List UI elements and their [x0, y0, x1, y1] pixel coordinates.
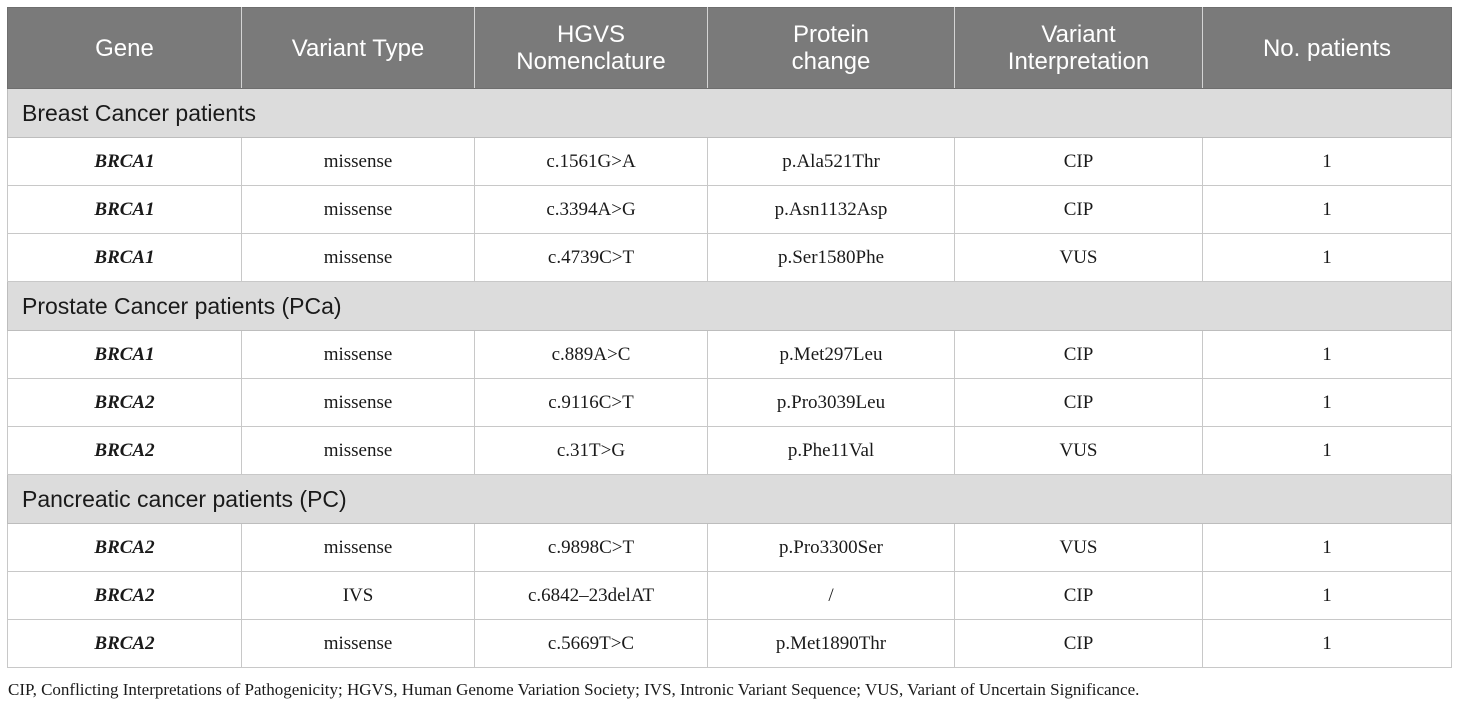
table-row: BRCA2 missense c.31T>G p.Phe11Val VUS 1: [7, 426, 1452, 475]
table-row: BRCA1 missense c.1561G>A p.Ala521Thr CIP…: [7, 137, 1452, 186]
cell-protein-change: p.Asn1132Asp: [707, 185, 955, 234]
cell-protein-change: p.Pro3300Ser: [707, 523, 955, 572]
cell-interpretation: CIP: [954, 571, 1203, 620]
cell-variant-type: missense: [241, 185, 475, 234]
cell-variant-type: missense: [241, 137, 475, 186]
header-row: Gene Variant Type HGVS Nomenclature Prote…: [7, 7, 1452, 89]
table-row: BRCA1 missense c.4739C>T p.Ser1580Phe VU…: [7, 233, 1452, 282]
column-header-gene: Gene: [7, 7, 242, 89]
section-title: Breast Cancer patients: [7, 88, 1452, 138]
cell-hgvs: c.889A>C: [474, 330, 708, 379]
column-header-label: HGVS Nomenclature: [516, 21, 666, 75]
table-footnote: CIP, Conflicting Interpretations of Path…: [8, 680, 1140, 699]
cell-gene: BRCA2: [7, 523, 242, 572]
column-header-label: No. patients: [1262, 34, 1392, 62]
table-row: BRCA2 missense c.9898C>T p.Pro3300Ser VU…: [7, 523, 1452, 572]
cell-protein-change: p.Met297Leu: [707, 330, 955, 379]
cell-gene: BRCA2: [7, 378, 242, 427]
cell-patients: 1: [1202, 571, 1452, 620]
cell-gene: BRCA2: [7, 619, 242, 668]
cell-protein-change: /: [707, 571, 955, 620]
table-header: Gene Variant Type HGVS Nomenclature Prote…: [7, 7, 1452, 89]
column-header-label: Gene: [95, 34, 154, 62]
column-header-patients: No. patients: [1202, 7, 1452, 89]
table-row: BRCA1 missense c.889A>C p.Met297Leu CIP …: [7, 330, 1452, 379]
cell-hgvs: c.9898C>T: [474, 523, 708, 572]
cell-hgvs: c.4739C>T: [474, 233, 708, 282]
cell-variant-type: missense: [241, 330, 475, 379]
cell-protein-change: p.Ser1580Phe: [707, 233, 955, 282]
section-row-prostate-cancer: Prostate Cancer patients (PCa): [7, 281, 1452, 331]
cell-variant-type: missense: [241, 619, 475, 668]
cell-variant-type: missense: [241, 426, 475, 475]
cell-variant-type: missense: [241, 523, 475, 572]
cell-interpretation: VUS: [954, 523, 1203, 572]
cell-gene: BRCA1: [7, 137, 242, 186]
cell-patients: 1: [1202, 233, 1452, 282]
cell-gene: BRCA1: [7, 330, 242, 379]
variant-table: Gene Variant Type HGVS Nomenclature Prote…: [7, 7, 1452, 668]
cell-gene: BRCA2: [7, 426, 242, 475]
cell-interpretation: VUS: [954, 233, 1203, 282]
cell-interpretation: VUS: [954, 426, 1203, 475]
cell-protein-change: p.Pro3039Leu: [707, 378, 955, 427]
cell-gene: BRCA1: [7, 185, 242, 234]
cell-protein-change: p.Met1890Thr: [707, 619, 955, 668]
cell-patients: 1: [1202, 185, 1452, 234]
cell-hgvs: c.9116C>T: [474, 378, 708, 427]
cell-variant-type: IVS: [241, 571, 475, 620]
column-header-label: Protein change: [791, 21, 871, 75]
cell-patients: 1: [1202, 330, 1452, 379]
cell-gene: BRCA1: [7, 233, 242, 282]
column-header-label: Variant Interpretation: [1007, 21, 1150, 75]
column-header-label: Variant Type: [291, 34, 425, 62]
table-body: Breast Cancer patients BRCA1 missense c.…: [7, 88, 1452, 668]
cell-patients: 1: [1202, 619, 1452, 668]
column-header-interpretation: Variant Interpretation: [954, 7, 1203, 89]
cell-gene: BRCA2: [7, 571, 242, 620]
column-header-hgvs: HGVS Nomenclature: [474, 7, 708, 89]
cell-protein-change: p.Phe11Val: [707, 426, 955, 475]
cell-interpretation: CIP: [954, 137, 1203, 186]
cell-variant-type: missense: [241, 233, 475, 282]
cell-hgvs: c.31T>G: [474, 426, 708, 475]
section-title: Prostate Cancer patients (PCa): [7, 281, 1452, 331]
cell-hgvs: c.1561G>A: [474, 137, 708, 186]
cell-patients: 1: [1202, 137, 1452, 186]
cell-protein-change: p.Ala521Thr: [707, 137, 955, 186]
cell-interpretation: CIP: [954, 185, 1203, 234]
cell-patients: 1: [1202, 378, 1452, 427]
section-row-breast-cancer: Breast Cancer patients: [7, 88, 1452, 138]
table-row: BRCA2 missense c.5669T>C p.Met1890Thr CI…: [7, 619, 1452, 668]
cell-interpretation: CIP: [954, 330, 1203, 379]
cell-variant-type: missense: [241, 378, 475, 427]
cell-patients: 1: [1202, 426, 1452, 475]
section-title: Pancreatic cancer patients (PC): [7, 474, 1452, 524]
cell-patients: 1: [1202, 523, 1452, 572]
cell-interpretation: CIP: [954, 378, 1203, 427]
cell-hgvs: c.5669T>C: [474, 619, 708, 668]
cell-interpretation: CIP: [954, 619, 1203, 668]
column-header-protein-change: Protein change: [707, 7, 955, 89]
column-header-variant-type: Variant Type: [241, 7, 475, 89]
table-row: BRCA1 missense c.3394A>G p.Asn1132Asp CI…: [7, 185, 1452, 234]
variant-table-container: Gene Variant Type HGVS Nomenclature Prote…: [7, 7, 1452, 668]
section-row-pancreatic-cancer: Pancreatic cancer patients (PC): [7, 474, 1452, 524]
cell-hgvs: c.6842–23delAT: [474, 571, 708, 620]
table-row: BRCA2 missense c.9116C>T p.Pro3039Leu CI…: [7, 378, 1452, 427]
table-row: BRCA2 IVS c.6842–23delAT / CIP 1: [7, 571, 1452, 620]
cell-hgvs: c.3394A>G: [474, 185, 708, 234]
